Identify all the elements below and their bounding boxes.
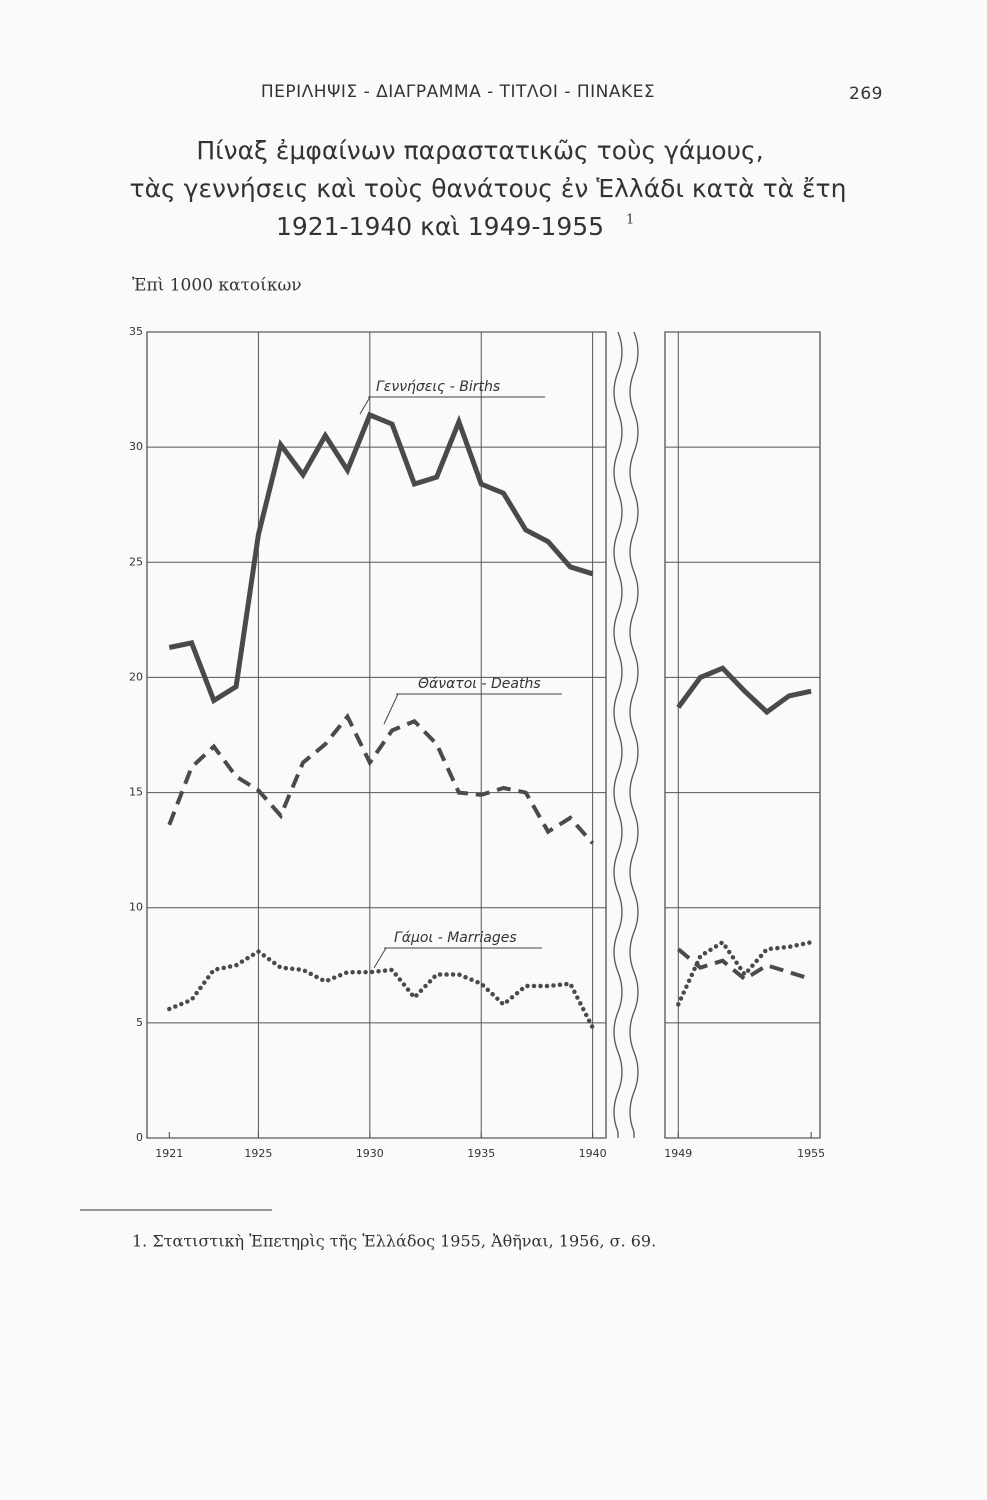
label-leader bbox=[383, 693, 399, 725]
running-header: ΠΕΡΙΛΗΨΙΣ - ΔΙΑΓΡΑΜΜΑ - ΤΙΤΛΟΙ - ΠΙΝΑΚΕΣ bbox=[261, 82, 655, 102]
y-tick-label: 25 bbox=[129, 555, 143, 568]
footnote-ref: 1 bbox=[626, 213, 634, 228]
title-line: Πίναξ ἐμφαίνων παραστατικῶς τοὺς γάμους, bbox=[196, 136, 763, 165]
x-tick-label: 1925 bbox=[244, 1147, 272, 1160]
label-leader bbox=[373, 947, 387, 969]
series-line bbox=[676, 665, 812, 716]
x-tick-label: 1940 bbox=[579, 1147, 607, 1160]
series-label: Γάμοι - Marriages bbox=[394, 930, 517, 946]
series-line bbox=[168, 411, 594, 705]
x-tick-label: 1930 bbox=[356, 1147, 384, 1160]
axis-break bbox=[629, 331, 639, 1138]
y-tick-label: 5 bbox=[136, 1016, 143, 1029]
series-line bbox=[167, 948, 595, 1030]
y-tick-label: 0 bbox=[136, 1131, 143, 1144]
x-tick-label: 1949 bbox=[664, 1147, 692, 1160]
series-line bbox=[676, 939, 814, 1007]
label-leader bbox=[359, 396, 371, 415]
series-label: Γεννήσεις - Births bbox=[376, 379, 500, 395]
series-line bbox=[167, 712, 595, 845]
y-tick-label: 20 bbox=[129, 670, 143, 683]
page-number: 269 bbox=[849, 84, 883, 104]
y-tick-label: 15 bbox=[129, 786, 143, 799]
y-axis-label: Ἐπὶ 1000 κατοίκων bbox=[132, 276, 302, 296]
series-label: Θάνατοι - Deaths bbox=[418, 676, 541, 692]
y-tick-label: 30 bbox=[129, 440, 143, 453]
footnote: 1. Στατιστικὴ Ἐπετηρὶς τῆς Ἑλλάδος 1955,… bbox=[132, 1232, 656, 1251]
y-tick-label: 10 bbox=[129, 901, 143, 914]
x-tick-label: 1921 bbox=[155, 1147, 183, 1160]
axis-break bbox=[613, 331, 623, 1138]
series-line bbox=[677, 947, 812, 982]
plot: 0 5 10 15 20 25 30 35 1921 1925 1930 1935 1940 1949 19… bbox=[129, 325, 825, 1160]
y-tick-label: 35 bbox=[129, 325, 143, 338]
x-tick-label: 1955 bbox=[797, 1147, 825, 1160]
title-line: τὰς γεννήσεις καὶ τοὺς θανάτους ἐν Ἑλλάδ… bbox=[130, 174, 847, 203]
x-tick-label: 1935 bbox=[467, 1147, 495, 1160]
title-line: 1921-1940 καὶ 1949-1955 bbox=[276, 212, 604, 241]
